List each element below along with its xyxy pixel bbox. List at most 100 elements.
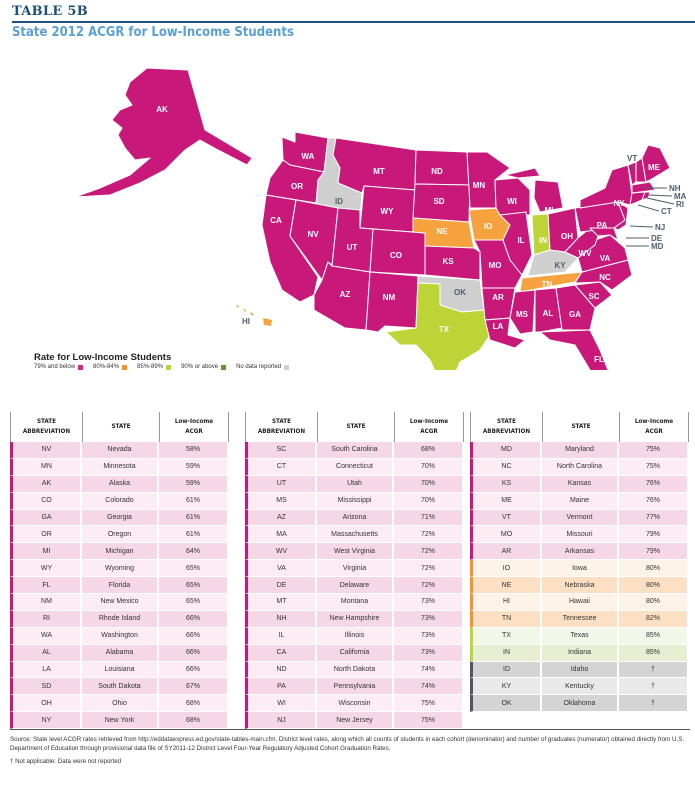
cell-abbr: NH <box>245 610 317 628</box>
svg-text:VA: VA <box>600 254 611 263</box>
table-row: AK Alaska 59% <box>10 475 229 493</box>
cell-abbr: KS <box>470 475 542 493</box>
table-row: AZ Arizona 71% <box>245 509 464 527</box>
table-row: ID Idaho † <box>470 661 689 679</box>
svg-text:MA: MA <box>674 192 687 201</box>
cell-rate: 65% <box>159 594 229 611</box>
cell-abbr: WV <box>245 543 317 561</box>
page-title: State 2012 ACGR for Low-Income Students <box>12 24 294 40</box>
svg-text:NY: NY <box>613 199 625 208</box>
cell-abbr: SD <box>10 678 82 696</box>
cell-state: Massachusetts <box>317 526 394 544</box>
us-choropleth-map: AK HI WA OR CA ID NV MT WY UT CO AZ NM N… <box>0 40 695 386</box>
cell-rate: 85% <box>619 644 689 662</box>
cell-state: Arizona <box>317 509 394 527</box>
cell-rate: 67% <box>159 678 229 696</box>
table-row: FL Florida 65% <box>10 577 229 595</box>
svg-text:AZ: AZ <box>340 290 351 299</box>
cell-state: West Virginia <box>317 543 394 561</box>
cell-state: Colorado <box>82 492 159 510</box>
cell-state: Nevada <box>82 442 159 459</box>
table-row: KY Kentucky † <box>470 678 689 696</box>
cell-abbr: AR <box>470 543 542 561</box>
svg-text:RI: RI <box>676 200 684 209</box>
svg-text:TN: TN <box>542 280 553 289</box>
data-table-2: STATE ABBREVIATION STATE Low-Income ACGR SC So… <box>245 412 464 730</box>
cell-abbr: PA <box>245 678 317 696</box>
cell-state: Kentucky <box>542 678 619 696</box>
table-row: GA Georgia 61% <box>10 509 229 527</box>
legend-swatch <box>221 364 227 370</box>
cell-rate: 73% <box>394 644 464 662</box>
svg-text:NH: NH <box>669 184 681 193</box>
cell-abbr: MN <box>10 458 82 476</box>
legend-label: 80%-84% <box>93 364 120 370</box>
cell-rate: † <box>619 695 689 713</box>
cell-rate: 59% <box>159 458 229 476</box>
cell-rate: † <box>619 661 689 679</box>
cell-state: New York <box>82 712 159 730</box>
legend-swatch <box>284 364 290 370</box>
table-row: AL Alabama 66% <box>10 644 229 662</box>
cell-rate: † <box>619 678 689 696</box>
legend-label: 85%-89% <box>137 364 164 370</box>
svg-text:TX: TX <box>439 325 450 334</box>
cell-abbr: VT <box>470 509 542 527</box>
cell-rate: 71% <box>394 509 464 527</box>
state-MI <box>504 167 564 213</box>
table-row: MS Mississippi 70% <box>245 492 464 510</box>
cell-abbr: NJ <box>245 712 317 730</box>
cell-abbr: OK <box>470 695 542 713</box>
cell-abbr: TX <box>470 627 542 645</box>
cell-rate: 74% <box>394 678 464 696</box>
cell-abbr: CA <box>245 644 317 662</box>
cell-abbr: NY <box>10 712 82 730</box>
cell-abbr: ID <box>470 661 542 679</box>
state-GA <box>555 284 596 331</box>
table-row: ND North Dakota 74% <box>245 661 464 679</box>
table-row: RI Rhode Island 66% <box>10 610 229 628</box>
table-row: CA California 73% <box>245 644 464 662</box>
svg-text:NE: NE <box>436 227 448 236</box>
svg-text:NV: NV <box>307 230 319 239</box>
cell-abbr: HI <box>470 594 542 611</box>
table-row: NE Nebraska 80% <box>470 577 689 595</box>
table-row: PA Pennsylvania 74% <box>245 678 464 696</box>
table-row: MO Missouri 79% <box>470 526 689 544</box>
cell-state: Missouri <box>542 526 619 544</box>
cell-abbr: RI <box>10 610 82 628</box>
cell-state: Maryland <box>542 442 619 459</box>
cell-rate: 72% <box>394 560 464 578</box>
col-header-abbr: STATE ABBREVIATION <box>245 412 317 442</box>
cell-state: Maine <box>542 492 619 510</box>
state-IL <box>499 211 533 276</box>
cell-rate: 70% <box>394 458 464 476</box>
cell-abbr: WY <box>10 560 82 578</box>
legend-items: 79% and below 80%-84% 85%-89% 90% or above N… <box>34 364 290 370</box>
state-HI <box>236 305 272 326</box>
cell-rate: 72% <box>394 543 464 561</box>
cell-state: Delaware <box>317 577 394 595</box>
legend-item: 85%-89% <box>137 364 172 370</box>
svg-text:IN: IN <box>539 236 547 245</box>
table-row: SC South Carolina 68% <box>245 442 464 459</box>
cell-abbr: DE <box>245 577 317 595</box>
col-header-abbr: STATE ABBREVIATION <box>470 412 542 442</box>
cell-rate: 65% <box>159 560 229 578</box>
state-SC <box>574 281 613 309</box>
svg-text:ID: ID <box>335 197 343 206</box>
cell-abbr: SC <box>245 442 317 459</box>
cell-rate: 64% <box>159 543 229 561</box>
legend-item: 79% and below <box>34 364 84 370</box>
table-row: ME Maine 76% <box>470 492 689 510</box>
cell-rate: 80% <box>619 594 689 611</box>
cell-state: California <box>317 644 394 662</box>
cell-abbr: MI <box>10 543 82 561</box>
cell-rate: 66% <box>159 627 229 645</box>
cell-abbr: CT <box>245 458 317 476</box>
svg-text:NC: NC <box>599 273 611 282</box>
cell-state: Iowa <box>542 560 619 578</box>
col-header-state: STATE <box>542 412 619 442</box>
cell-state: New Mexico <box>82 594 159 611</box>
cell-rate: 65% <box>159 577 229 595</box>
